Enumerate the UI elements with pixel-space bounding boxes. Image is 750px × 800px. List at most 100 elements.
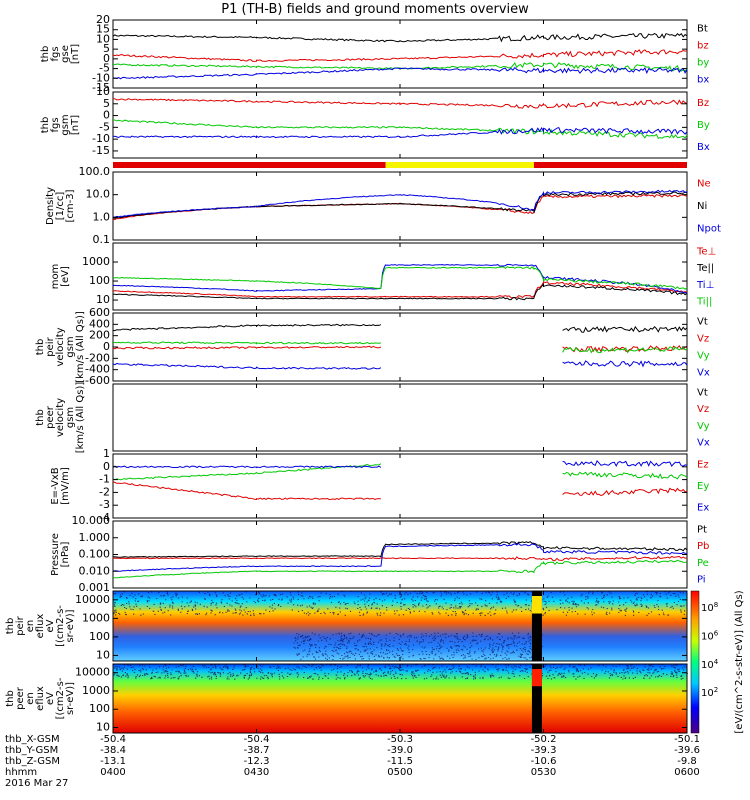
y-axis-label-line: thb [40, 117, 51, 134]
time-axis-y-value: -39.0 [387, 745, 413, 756]
y-tick-label: -600 [85, 374, 110, 387]
y-axis-label: mom [eV] [50, 264, 71, 290]
panel-moments-temp: 1000 100 10 mom [eV] Te⊥ Te|| Ti⊥ Ti|| [50, 242, 716, 311]
chart-title: P1 (TH-B) fields and ground moments over… [221, 2, 529, 17]
panel-e-field: 10-1-2-3-4 E=-VxB [mV/m] Ez Ey Ex [50, 447, 709, 524]
y-axis-label: thb peir velocity gsm [km/s (All Qs)] [35, 311, 86, 383]
y-axis-label-line: gse [60, 45, 71, 63]
series-line-ti [112, 263, 688, 294]
legend-entry: Vy [697, 351, 710, 362]
mode-bar-segment [385, 162, 534, 168]
spectrogram-speckle [113, 590, 688, 617]
legend-entry: by [697, 58, 709, 69]
y-tick-label: -10 [92, 132, 110, 145]
y-axis-label-line: eV [45, 619, 56, 632]
y-axis-label-line: [km/s (All Qs)] [75, 382, 86, 454]
y-tick-label: 100 [89, 274, 110, 287]
series-line-by [112, 119, 688, 139]
y-axis-label-line: [nT] [70, 44, 81, 64]
y-axis-label-line: gsm [60, 114, 71, 135]
colorbar-label-text: [eV/(cm^2-s-str-eV)] (All Qs) [734, 590, 745, 733]
y-axis-label-line: en [25, 692, 36, 705]
legend-entry: Pi [697, 575, 706, 586]
time-axis-z-value: -11.5 [387, 756, 413, 767]
y-axis-label-line: [(cm2-s- [55, 605, 66, 647]
y-axis-label: thb fgs gse [nT] [40, 44, 81, 64]
series-line-bx [113, 66, 688, 80]
colorbar-tick-label: 102 [701, 686, 718, 699]
spectrogram-image [113, 591, 687, 661]
y-axis-label-line: eV [45, 692, 56, 705]
y-tick-label: 10 [96, 32, 110, 45]
y-axis-label-line: [eV] [60, 266, 71, 287]
legend-entry: Vx [697, 368, 710, 379]
panel-frame [112, 242, 688, 311]
y-axis-label: Pressure [nPa] [50, 533, 71, 576]
legend-entry: Bt [697, 24, 708, 35]
series-line-pb [112, 555, 687, 562]
y-tick-label: 0 [103, 460, 110, 473]
legend-entry: Pe [697, 558, 709, 569]
time-axis-hhmm: 0500 [387, 767, 412, 778]
y-tick-label: -5 [99, 62, 110, 75]
time-axis-row-label: hhmm [5, 767, 37, 778]
y-axis-label-line: thb [5, 618, 16, 635]
colorbar [690, 590, 700, 734]
legend-entry: Te⊥ [696, 246, 716, 257]
time-axis-x-value: -50.4 [244, 734, 270, 745]
y-tick-label: 400 [89, 317, 110, 330]
legend-entry: Ne [697, 178, 711, 189]
spectrogram-image [113, 664, 687, 733]
time-axis-x-value: -50.2 [531, 734, 557, 745]
legend-entry: Pb [697, 541, 709, 552]
time-axis-hhmm: 0430 [244, 767, 269, 778]
y-tick-label: 1000 [82, 684, 110, 697]
y-tick-label: 200 [89, 329, 110, 342]
panel-peer-velocity: thb peer velocity gsm [km/s (All Qs)] Vt Vz Vy V… [35, 382, 710, 454]
panel-frame [112, 453, 688, 519]
y-axis-label-line: sr-eV)] [65, 609, 76, 642]
y-tick-label: 10 [96, 648, 110, 661]
legend-entry: Ti⊥ [696, 280, 714, 291]
legend-entry: bz [697, 41, 709, 52]
y-tick-label: 10.0 [86, 188, 111, 201]
series-line-te [112, 281, 688, 299]
time-axis-z-value: -12.3 [244, 756, 270, 767]
spectrogram-gap-highlight [531, 596, 542, 614]
series-line-ex [112, 460, 688, 469]
legend-entry: Vt [697, 387, 708, 398]
y-tick-label: -1 [99, 473, 110, 486]
time-axis-row-label: thb_X-GSM [5, 734, 60, 745]
legend-entry: Ez [697, 460, 709, 471]
series-line-pt [112, 541, 688, 558]
series-line-bz [112, 49, 688, 62]
legend-entry: Bx [697, 142, 710, 153]
y-axis-label-line: [(cm2-s- [55, 677, 66, 719]
mode-bar-segment [113, 162, 386, 168]
y-axis-label-line: thb [35, 409, 46, 426]
legend-entry: Vt [697, 317, 708, 328]
y-axis-label: thb peer velocity gsm [km/s (All Qs)] [35, 382, 86, 454]
time-axis-row-label: thb_Y-GSM [5, 745, 58, 756]
y-tick-label: 10 [96, 85, 110, 98]
time-axis-y-value: -39.6 [674, 745, 700, 756]
spectrogram-speckle [113, 663, 688, 680]
legend-entry: Pt [697, 524, 707, 535]
y-axis-label-line: Density [45, 187, 56, 225]
y-tick-label: 10000 [75, 593, 110, 606]
spectrogram-gap-highlight [531, 669, 542, 687]
y-axis-label-line: gsm [65, 336, 76, 357]
y-axis-label-line: peir [45, 336, 56, 356]
y-axis-label-line: [1/cc] [55, 192, 66, 221]
series-line-bz [112, 98, 688, 109]
y-tick-label: -15 [92, 144, 110, 157]
y-tick-label: -2 [99, 485, 110, 498]
legend-entry: Ex [697, 502, 709, 513]
legend-entry: Ni [697, 201, 707, 212]
y-axis-label-line: [mV/m] [60, 467, 71, 505]
series-line-vt [112, 323, 688, 333]
colorbar-tick-label: 104 [701, 658, 719, 671]
